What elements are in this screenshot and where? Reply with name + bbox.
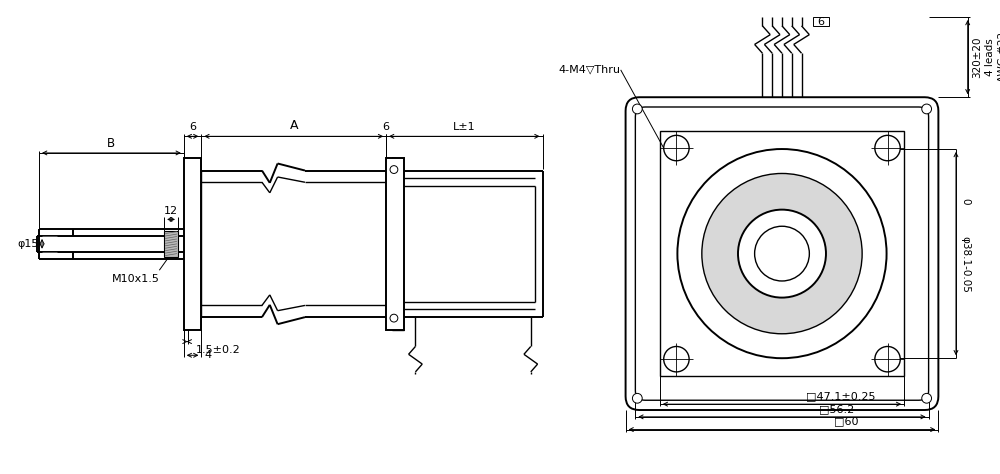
Text: 4-M4▽Thru: 4-M4▽Thru [559,65,621,75]
Circle shape [922,104,932,114]
Text: L±1: L±1 [453,122,476,132]
Text: 6: 6 [189,122,196,132]
Text: 4 leads: 4 leads [985,38,995,76]
Text: □56.2: □56.2 [819,404,854,414]
Circle shape [875,136,900,161]
Circle shape [632,393,642,403]
FancyBboxPatch shape [626,97,938,410]
Text: □60: □60 [834,417,859,427]
Bar [660,131,904,376]
Text: AWG #22: AWG #22 [998,32,1000,82]
Circle shape [632,104,642,114]
Text: 1.5±0.2: 1.5±0.2 [195,345,240,355]
Bar [164,231,178,256]
Text: 4: 4 [204,350,211,360]
Text: 6: 6 [818,17,825,27]
Circle shape [677,149,887,358]
Text: 12: 12 [164,207,178,217]
Circle shape [875,346,900,372]
Circle shape [738,210,826,298]
Bar [813,17,829,26]
Circle shape [390,165,398,173]
Circle shape [702,173,862,334]
Bar [386,158,404,330]
Text: 320±20: 320±20 [972,36,982,78]
Text: □47.1±0.25: □47.1±0.25 [806,391,876,401]
Circle shape [664,136,689,161]
Text: φ15: φ15 [18,239,39,249]
Text: φ38.1-0.05: φ38.1-0.05 [960,236,970,292]
Text: A: A [289,119,298,132]
Circle shape [755,226,809,281]
Circle shape [390,314,398,322]
Text: M10x1.5: M10x1.5 [111,274,159,284]
Text: 0: 0 [960,198,970,205]
Text: B: B [107,137,115,150]
Text: 6: 6 [383,122,390,132]
Circle shape [922,393,932,403]
Circle shape [664,346,689,372]
Bar [184,158,201,330]
